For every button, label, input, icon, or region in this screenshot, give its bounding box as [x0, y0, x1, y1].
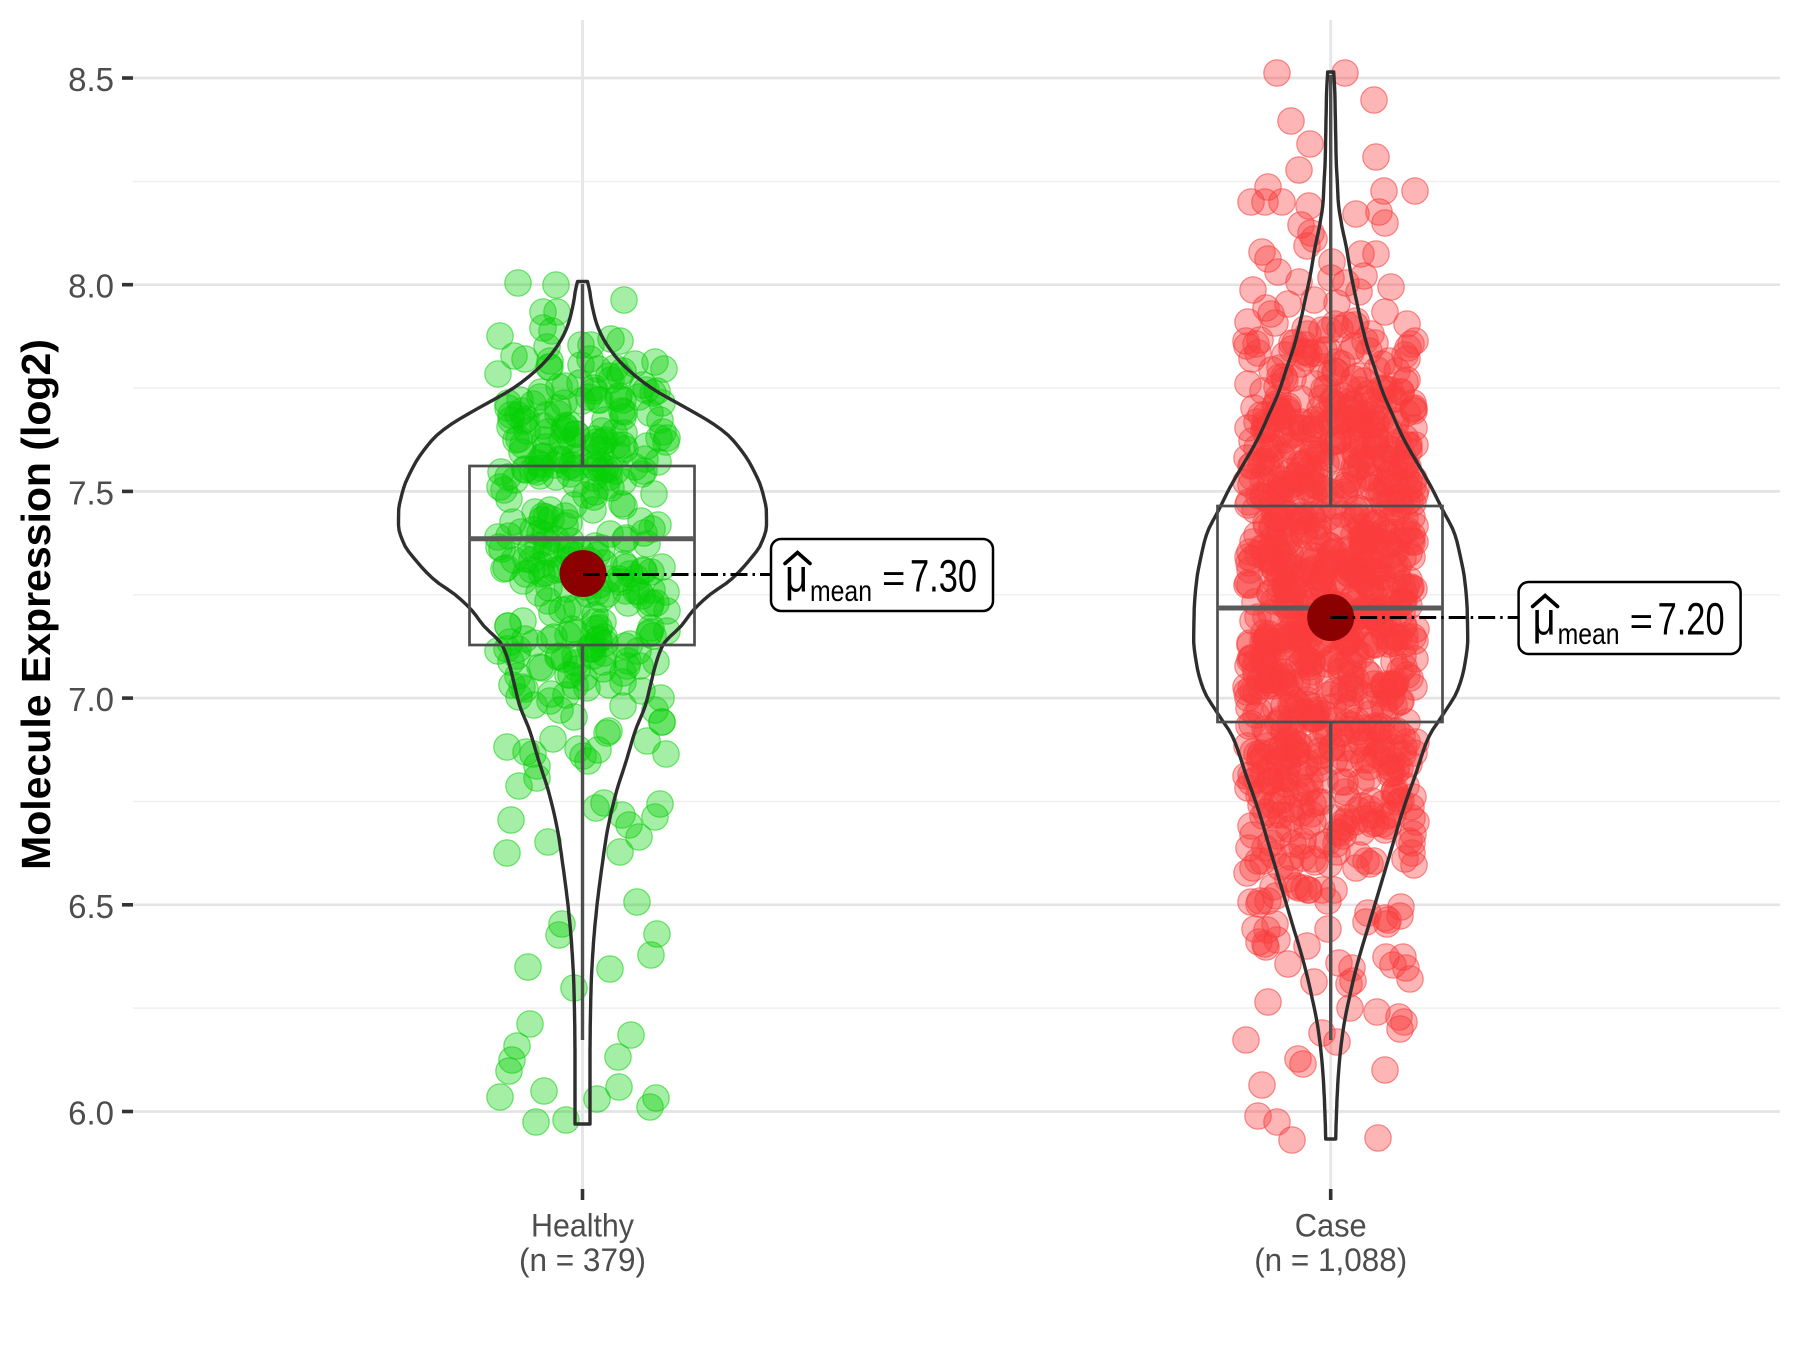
svg-text:Case: Case [1295, 1208, 1367, 1244]
svg-text:μ: μ [785, 550, 808, 602]
svg-text:=: = [882, 557, 905, 601]
svg-text:6.5: 6.5 [68, 888, 114, 925]
svg-text:7.30: 7.30 [910, 551, 977, 602]
svg-text:6.0: 6.0 [68, 1095, 114, 1132]
svg-text:mean: mean [810, 575, 872, 608]
svg-text:7.20: 7.20 [1658, 594, 1725, 645]
svg-text:μ: μ [1533, 593, 1556, 645]
svg-text:Healthy: Healthy [531, 1208, 634, 1244]
svg-text:7.5: 7.5 [68, 474, 114, 511]
svg-text:(n = 1,088): (n = 1,088) [1254, 1242, 1407, 1278]
svg-text:8.0: 8.0 [68, 268, 114, 305]
svg-text:=: = [1630, 600, 1653, 644]
svg-text:8.5: 8.5 [68, 61, 114, 98]
svg-text:7.0: 7.0 [68, 681, 114, 718]
svg-text:mean: mean [1558, 618, 1620, 651]
svg-text:(n = 379): (n = 379) [519, 1242, 646, 1278]
svg-text:Molecule Expression (log2): Molecule Expression (log2) [13, 339, 59, 870]
